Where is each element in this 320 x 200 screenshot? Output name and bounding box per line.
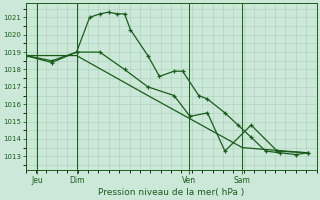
X-axis label: Pression niveau de la mer( hPa ): Pression niveau de la mer( hPa )	[98, 188, 244, 197]
